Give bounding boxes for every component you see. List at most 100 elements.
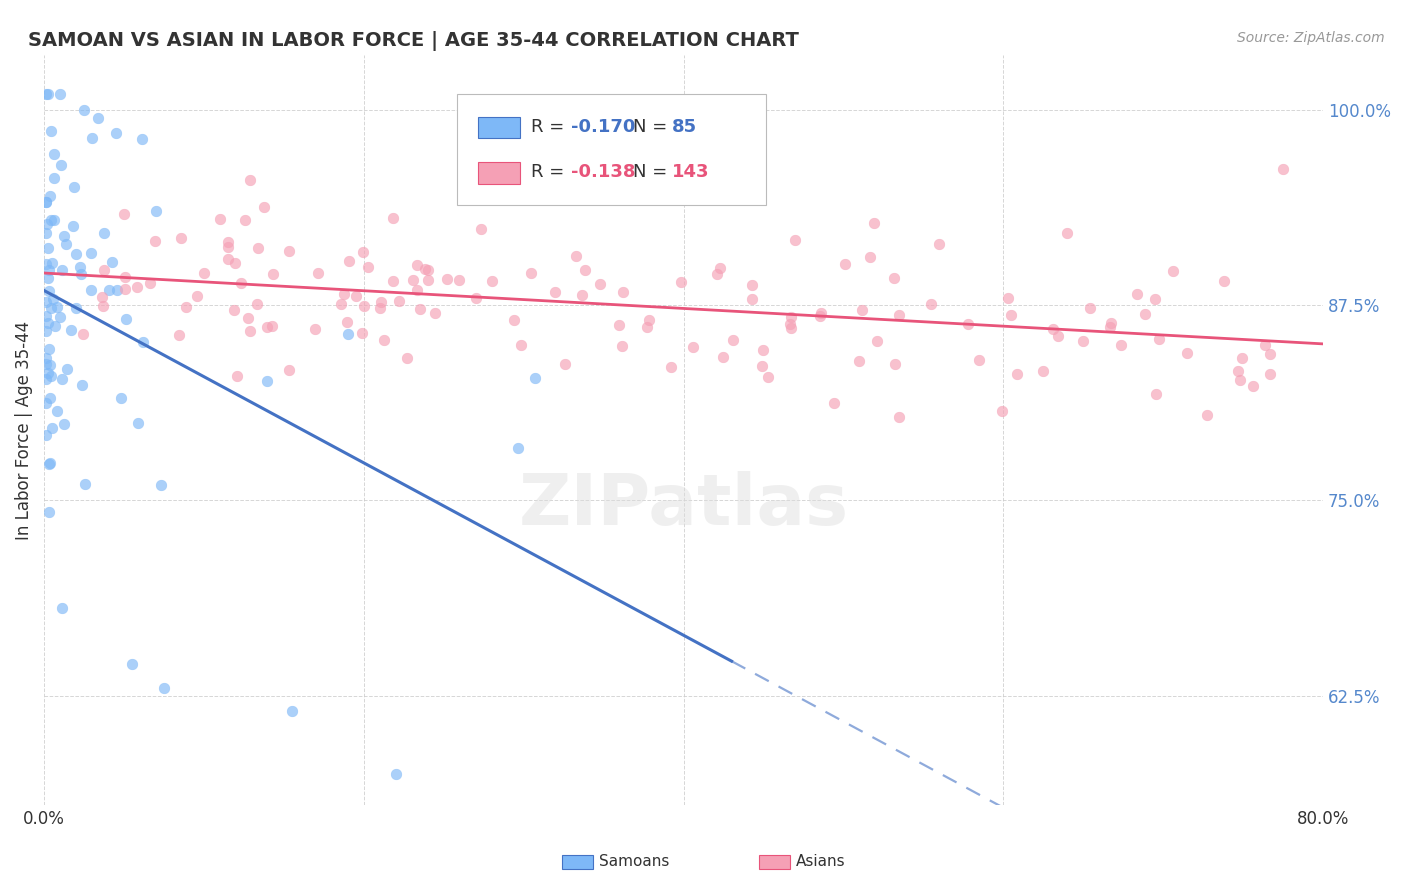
- Point: [565, 249, 588, 263]
- Point: [779, 321, 801, 335]
- Point: [721, 333, 744, 347]
- Point: [382, 211, 405, 225]
- Point: [956, 317, 979, 331]
- Point: [233, 213, 256, 227]
- Point: [337, 327, 360, 342]
- Point: [35, 309, 58, 323]
- Point: [46, 404, 69, 418]
- Point: [1071, 334, 1094, 348]
- Point: [37, 366, 59, 380]
- Point: [38, 457, 60, 471]
- Point: [80, 245, 103, 260]
- Point: [62, 219, 84, 234]
- Point: [524, 371, 547, 385]
- Point: [35, 351, 58, 366]
- Point: [848, 354, 870, 368]
- Point: [503, 312, 526, 326]
- Point: [56, 362, 79, 376]
- Point: [149, 478, 172, 492]
- Point: [37, 270, 59, 285]
- Point: [1230, 351, 1253, 365]
- Point: [1133, 307, 1156, 321]
- Point: [368, 301, 391, 315]
- Point: [1195, 409, 1218, 423]
- Point: [35, 194, 58, 209]
- Point: [52, 417, 75, 431]
- Point: [1126, 287, 1149, 301]
- Point: [35, 217, 58, 231]
- Point: [780, 310, 803, 324]
- Point: [357, 260, 380, 274]
- Point: [352, 326, 374, 340]
- Point: [859, 250, 882, 264]
- Point: [370, 294, 392, 309]
- Text: N =: N =: [633, 118, 672, 136]
- Point: [38, 342, 60, 356]
- Point: [41, 368, 63, 383]
- Text: N =: N =: [633, 163, 672, 181]
- Point: [1098, 320, 1121, 334]
- Point: [405, 259, 427, 273]
- Point: [44, 146, 66, 161]
- Point: [406, 283, 429, 297]
- Point: [418, 272, 440, 286]
- Point: [1163, 263, 1185, 277]
- Point: [401, 273, 423, 287]
- Point: [887, 410, 910, 425]
- Point: [395, 351, 418, 365]
- Point: [409, 301, 432, 316]
- Point: [382, 274, 405, 288]
- Point: [44, 171, 66, 186]
- Point: [851, 303, 873, 318]
- Point: [1143, 292, 1166, 306]
- Point: [883, 270, 905, 285]
- Point: [636, 320, 658, 334]
- Text: R =: R =: [531, 163, 571, 181]
- Point: [1099, 316, 1122, 330]
- Point: [41, 212, 63, 227]
- Point: [253, 200, 276, 214]
- Point: [145, 204, 167, 219]
- Point: [1080, 301, 1102, 316]
- Point: [186, 289, 208, 303]
- Point: [39, 391, 62, 405]
- Point: [752, 343, 775, 358]
- Point: [114, 270, 136, 285]
- Point: [262, 267, 284, 281]
- Point: [65, 301, 87, 315]
- Text: R =: R =: [531, 118, 571, 136]
- Point: [388, 294, 411, 309]
- Point: [669, 275, 692, 289]
- Point: [127, 416, 149, 430]
- Point: [59, 323, 82, 337]
- Point: [884, 357, 907, 371]
- Point: [329, 297, 352, 311]
- Point: [997, 292, 1019, 306]
- Point: [217, 252, 239, 267]
- Point: [49, 158, 72, 172]
- Point: [93, 227, 115, 241]
- Point: [741, 292, 763, 306]
- Point: [70, 267, 93, 281]
- Point: [928, 237, 950, 252]
- Point: [37, 316, 59, 330]
- Point: [574, 263, 596, 277]
- Point: [709, 261, 731, 276]
- Point: [51, 601, 73, 615]
- Point: [39, 301, 62, 315]
- Text: Asians: Asians: [796, 855, 845, 869]
- Point: [38, 189, 60, 203]
- Point: [239, 173, 262, 187]
- Point: [991, 403, 1014, 417]
- Point: [808, 309, 831, 323]
- Point: [41, 256, 63, 270]
- Text: -0.138: -0.138: [571, 163, 636, 181]
- Point: [1253, 338, 1275, 352]
- Point: [607, 318, 630, 332]
- Point: [425, 306, 447, 320]
- Point: [245, 296, 267, 310]
- Point: [307, 266, 329, 280]
- Point: [193, 266, 215, 280]
- Point: [637, 312, 659, 326]
- Point: [711, 350, 734, 364]
